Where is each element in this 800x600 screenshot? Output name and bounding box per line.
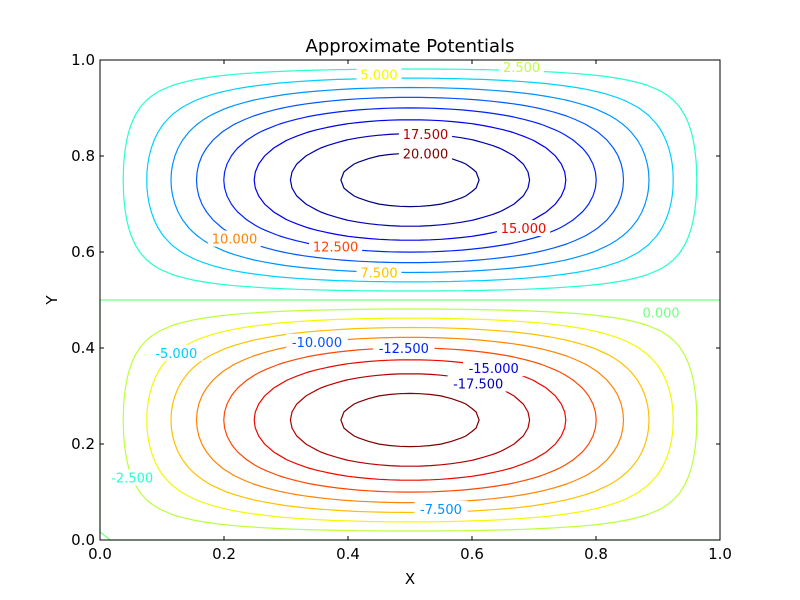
contour-labels: 2.500 5.000 17.500 20.000 10.000 12.500 15.000… [105,59,684,518]
contour-label-background [398,125,453,142]
contour-label-background [356,264,402,281]
contour-label: 2.500 [503,61,540,76]
plot-frame [99,59,721,541]
x-tick-label: 0.8 [584,545,608,563]
y-tick-label: 1.0 [71,51,95,69]
contour-label-background [149,344,203,361]
contour-level-line [253,359,567,481]
contour-label: -2.500 [111,472,153,487]
contour-label-background [286,333,348,350]
contour-label: -5.000 [155,347,197,362]
y-tick-label: 0.0 [71,531,95,549]
x-axis-label: X [405,570,415,588]
x-tick-label: 0.0 [88,545,112,563]
contour-label-background [309,238,363,255]
contour-label: 12.500 [313,241,359,256]
contour-label: 20.000 [403,148,449,163]
y-tick-label: 0.2 [71,435,95,453]
contour-label-background [499,59,545,76]
x-tick-label: 1.0 [708,545,732,563]
contour-label: 10.000 [212,233,258,248]
contour-label-background [447,375,509,392]
y-tick-label: 0.6 [71,243,95,261]
x-tick-label: 0.6 [460,545,484,563]
contour-label-background [463,360,525,377]
contour-level-line [170,86,650,274]
contour-label-background [414,500,468,517]
contour-label-background [373,340,435,356]
axis-ticks: 0.0 0.2 0.4 0.6 0.8 1.0 0.0 0.2 0.4 0.6 0.8 1.0 [71,51,732,563]
y-axis-label: Y [43,295,61,306]
y-tick-label: 0.8 [71,147,95,165]
contour-label-background [356,66,402,83]
contour-label: -12.500 [379,342,429,357]
contour-level-line [223,107,597,253]
contour-level-line [122,308,698,532]
chart-title: Approximate Potentials [306,36,515,57]
contour-level-line [122,68,698,292]
contour-label-background [496,220,551,236]
contour-label-background [638,304,684,321]
contour-level-line [146,317,674,523]
contour-label: 0.000 [642,307,679,322]
contour-label-background [398,145,453,162]
contour-label: -15.000 [469,362,519,377]
contour-label: -17.500 [453,378,503,393]
contour-label-background [207,230,262,247]
y-tick-label: 0.4 [71,339,95,357]
x-tick-label: 0.2 [212,545,236,563]
contour-label: 15.000 [501,222,547,237]
contour-label: -10.000 [292,336,342,351]
contour-label: 7.500 [360,267,397,282]
contour-label: 5.000 [360,68,397,83]
contour-label: -7.500 [420,503,462,518]
contour-label: 17.500 [403,128,449,143]
contour-label-background [105,469,159,486]
x-tick-label: 0.4 [336,545,360,563]
contour-level-line [340,392,480,448]
